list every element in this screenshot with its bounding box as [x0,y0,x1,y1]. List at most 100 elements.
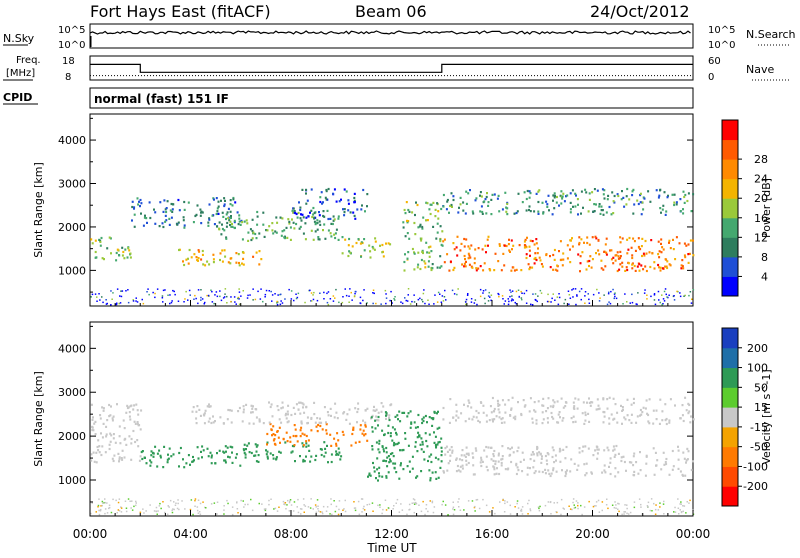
velocity-cell [133,420,136,423]
velocity-cell [241,420,244,423]
velocity-cell [595,408,598,411]
power-cell [684,256,687,259]
power-speckle-dot [237,297,239,300]
velocity-cell [374,427,377,430]
velocity-cell [366,439,369,442]
velocity-cell [187,454,190,457]
velocity-speckle-dot [593,505,596,507]
velocity-speckle-dot [184,508,186,510]
power-speckle-dot [657,290,660,293]
power-speckle-dot [223,296,226,298]
power-cell [525,246,528,249]
power-cell [417,226,420,229]
power-speckle-dot [482,292,484,294]
velocity-cell [652,422,655,425]
velocity-cell [479,461,482,464]
velocity-cell [503,421,506,424]
velocity-cell [121,458,124,461]
x-tick-label: 04:00 [173,527,208,541]
velocity-cell [98,451,101,454]
power-cell [232,198,235,201]
power-cell [241,221,244,224]
power-cell [306,199,309,202]
power-speckle-dot [90,296,92,298]
power-cell [601,188,604,191]
power-cell [684,193,687,197]
velocity-speckle-dot [194,505,196,507]
power-speckle-dot [467,293,469,295]
velocity-cell [225,450,227,453]
velocity-cell [112,415,115,418]
power-speckle-dot [404,297,406,299]
power-cell [249,228,252,231]
velocity-cell [524,404,527,407]
velocity-cell [130,404,133,407]
power-cell [553,192,556,195]
velocity-cell [535,422,538,425]
power-cell [239,223,242,226]
velocity-cell [648,422,651,425]
power-cell [311,215,314,219]
velocity-speckle-dot [297,511,300,514]
velocity-cell [552,469,555,472]
velocity-speckle-dot [303,504,305,506]
power-cell [389,243,392,246]
power-cell [254,232,257,236]
power-cell [658,256,661,259]
power-cell [687,261,690,264]
power-cell [333,188,336,191]
power-cell [649,265,652,269]
velocity-cell [90,453,93,456]
velocity-cell [284,414,287,417]
power-cell [348,237,351,241]
power-speckle-dot [517,289,520,291]
velocity-cell [129,418,132,421]
velocity-colorbar-tick-label: 100 [747,362,768,375]
power-cell [574,192,577,195]
velocity-cell [564,457,567,460]
power-speckle-dot [332,295,335,297]
velocity-cell [538,470,541,473]
power-speckle-dot [433,303,435,305]
velocity-cell [414,445,417,448]
velocity-cell [397,418,399,421]
x-tick-label: 00:00 [676,527,711,541]
velocity-speckle-dot [181,500,183,502]
velocity-speckle-dot [333,500,335,502]
power-cell [403,269,406,272]
power-cell [634,249,637,252]
velocity-speckle-dot [514,506,516,508]
velocity-colorbar-tick-label: -100 [743,460,768,473]
velocity-cell [275,458,278,461]
velocity-cell [494,460,497,463]
velocity-speckle-dot [588,500,590,503]
velocity-cell [685,409,688,412]
power-cell [126,256,129,259]
velocity-cell [428,433,431,436]
velocity-cell [526,473,529,476]
power-colorbar-swatch [722,178,738,199]
velocity-speckle-dot [326,506,329,508]
power-cell [640,264,643,267]
power-cell [149,216,152,220]
velocity-cell [620,459,623,463]
velocity-cell [300,422,303,425]
velocity-cell [565,401,568,404]
power-cell [168,223,171,226]
velocity-speckle-dot [196,509,199,512]
velocity-cell [278,426,281,429]
power-cell [614,254,617,257]
velocity-cell [422,450,425,453]
velocity-cell [573,462,576,465]
velocity-cell [493,418,496,421]
velocity-speckle-dot [172,508,174,510]
velocity-speckle-dot [539,505,541,508]
velocity-speckle-dot [574,506,577,509]
power-speckle-dot [105,299,107,301]
power-cell [99,240,102,243]
velocity-cell [555,459,557,462]
power-speckle-dot [580,288,583,290]
power-cell [483,200,486,203]
power-cell [506,207,509,210]
velocity-cell [149,464,152,467]
